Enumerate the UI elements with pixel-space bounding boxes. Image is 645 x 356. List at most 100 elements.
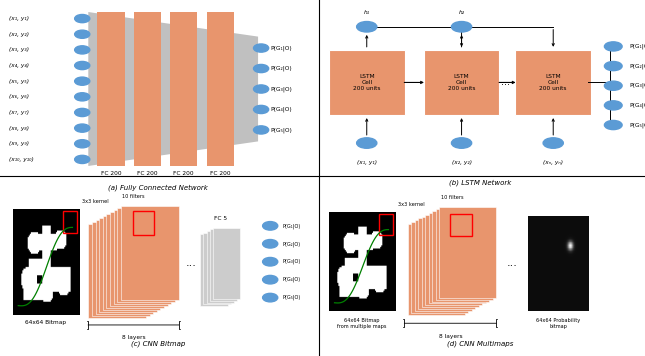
Text: P(G₃|O): P(G₃|O) [629, 83, 645, 89]
Text: 8 layers: 8 layers [439, 334, 462, 339]
Text: (x₂, y₂): (x₂, y₂) [451, 160, 471, 165]
Circle shape [75, 108, 90, 116]
Text: (x₁, y₁): (x₁, y₁) [357, 160, 377, 165]
Text: (x₉, y₉): (x₉, y₉) [10, 141, 30, 146]
Text: (x₁₀, y₁₀): (x₁₀, y₁₀) [10, 157, 34, 162]
Text: (a) Fully Connected Network: (a) Fully Connected Network [108, 184, 208, 190]
Circle shape [263, 257, 278, 266]
Bar [117, 208, 175, 302]
Text: h₁: h₁ [364, 10, 370, 15]
Circle shape [75, 15, 90, 23]
Text: P(G₄|O): P(G₄|O) [629, 103, 645, 108]
Text: P(G₁|O): P(G₁|O) [270, 45, 292, 51]
Text: P(G₄|O): P(G₄|O) [283, 277, 301, 282]
Text: (d) CNN Multimaps: (d) CNN Multimaps [448, 341, 513, 347]
Text: 10 filters: 10 filters [441, 195, 463, 200]
Text: P(G₅|O): P(G₅|O) [283, 295, 301, 300]
Bar [429, 213, 486, 303]
Circle shape [604, 101, 622, 110]
Text: FC 5: FC 5 [213, 216, 227, 221]
Circle shape [263, 293, 278, 302]
Bar [134, 12, 161, 166]
Circle shape [604, 81, 622, 90]
Circle shape [75, 124, 90, 132]
Text: (xₙ, yₙ): (xₙ, yₙ) [543, 160, 563, 165]
Circle shape [604, 62, 622, 70]
Bar [439, 207, 496, 298]
Circle shape [263, 276, 278, 284]
Circle shape [75, 62, 90, 70]
Bar [121, 206, 179, 300]
Text: (x₁, y₁): (x₁, y₁) [10, 16, 30, 21]
Text: FC 200: FC 200 [174, 171, 194, 176]
Text: 3x3 kernel: 3x3 kernel [399, 202, 425, 207]
Text: 64x64 Bitmap: 64x64 Bitmap [25, 320, 66, 325]
Text: P(G₅|O): P(G₅|O) [629, 122, 645, 128]
Text: P(G₁|O): P(G₁|O) [283, 223, 301, 229]
Circle shape [253, 85, 269, 93]
Text: h₂: h₂ [459, 10, 464, 15]
Text: FC 200: FC 200 [101, 171, 121, 176]
Bar [206, 231, 233, 303]
Bar [213, 227, 240, 299]
Text: P(G₂|O): P(G₂|O) [629, 63, 645, 69]
Circle shape [263, 221, 278, 230]
Bar [418, 219, 475, 309]
Text: (x₆, y₆): (x₆, y₆) [10, 94, 30, 99]
Circle shape [75, 140, 90, 148]
Bar [432, 211, 489, 302]
Bar [210, 229, 237, 301]
Circle shape [451, 21, 471, 32]
Text: (x₈, y₈): (x₈, y₈) [10, 126, 30, 131]
Circle shape [75, 77, 90, 85]
Circle shape [75, 46, 90, 54]
Polygon shape [88, 12, 258, 166]
Circle shape [451, 138, 471, 148]
Bar [201, 234, 228, 306]
Bar [435, 209, 493, 300]
Bar [99, 218, 157, 312]
Text: P(G₄|O): P(G₄|O) [270, 107, 292, 112]
Bar [114, 210, 172, 304]
Text: ...: ... [186, 258, 197, 268]
Text: P(G₂|O): P(G₂|O) [270, 66, 292, 71]
Text: LSTM
Cell
200 units: LSTM Cell 200 units [353, 74, 381, 91]
Circle shape [253, 44, 269, 52]
Text: P(G₅|O): P(G₅|O) [270, 127, 292, 133]
FancyBboxPatch shape [424, 50, 499, 115]
Circle shape [75, 30, 90, 38]
Circle shape [253, 105, 269, 114]
Bar [88, 224, 146, 318]
Text: 64x64 Probability
bitmap: 64x64 Probability bitmap [536, 318, 580, 329]
Text: (x₅, y₅): (x₅, y₅) [10, 79, 30, 84]
Bar [408, 224, 464, 315]
Bar [133, 211, 154, 235]
Circle shape [253, 64, 269, 73]
Text: (b) LSTM Network: (b) LSTM Network [450, 179, 511, 186]
FancyBboxPatch shape [515, 50, 591, 115]
Bar [103, 216, 161, 310]
Circle shape [543, 138, 563, 148]
Circle shape [253, 126, 269, 134]
Bar [110, 212, 168, 306]
Bar [92, 222, 150, 316]
Circle shape [357, 138, 377, 148]
FancyBboxPatch shape [329, 50, 404, 115]
Text: (x₂, y₂): (x₂, y₂) [10, 32, 30, 37]
Text: FC 200: FC 200 [210, 171, 230, 176]
Bar [422, 216, 479, 307]
Text: (c) CNN Bitmap: (c) CNN Bitmap [131, 341, 185, 347]
Bar [425, 215, 482, 305]
Text: FC 200: FC 200 [137, 171, 158, 176]
Text: 8 layers: 8 layers [122, 335, 145, 340]
Bar [206, 12, 233, 166]
Circle shape [604, 120, 622, 130]
Text: (x₃, y₃): (x₃, y₃) [10, 47, 30, 52]
Circle shape [604, 42, 622, 51]
Text: LSTM
Cell
200 units: LSTM Cell 200 units [448, 74, 475, 91]
Bar [415, 220, 471, 311]
Text: P(G₁|O): P(G₁|O) [629, 44, 645, 49]
Text: (x₇, y₇): (x₇, y₇) [10, 110, 30, 115]
Text: ...: ... [501, 78, 510, 88]
Text: 10 filters: 10 filters [122, 194, 144, 199]
